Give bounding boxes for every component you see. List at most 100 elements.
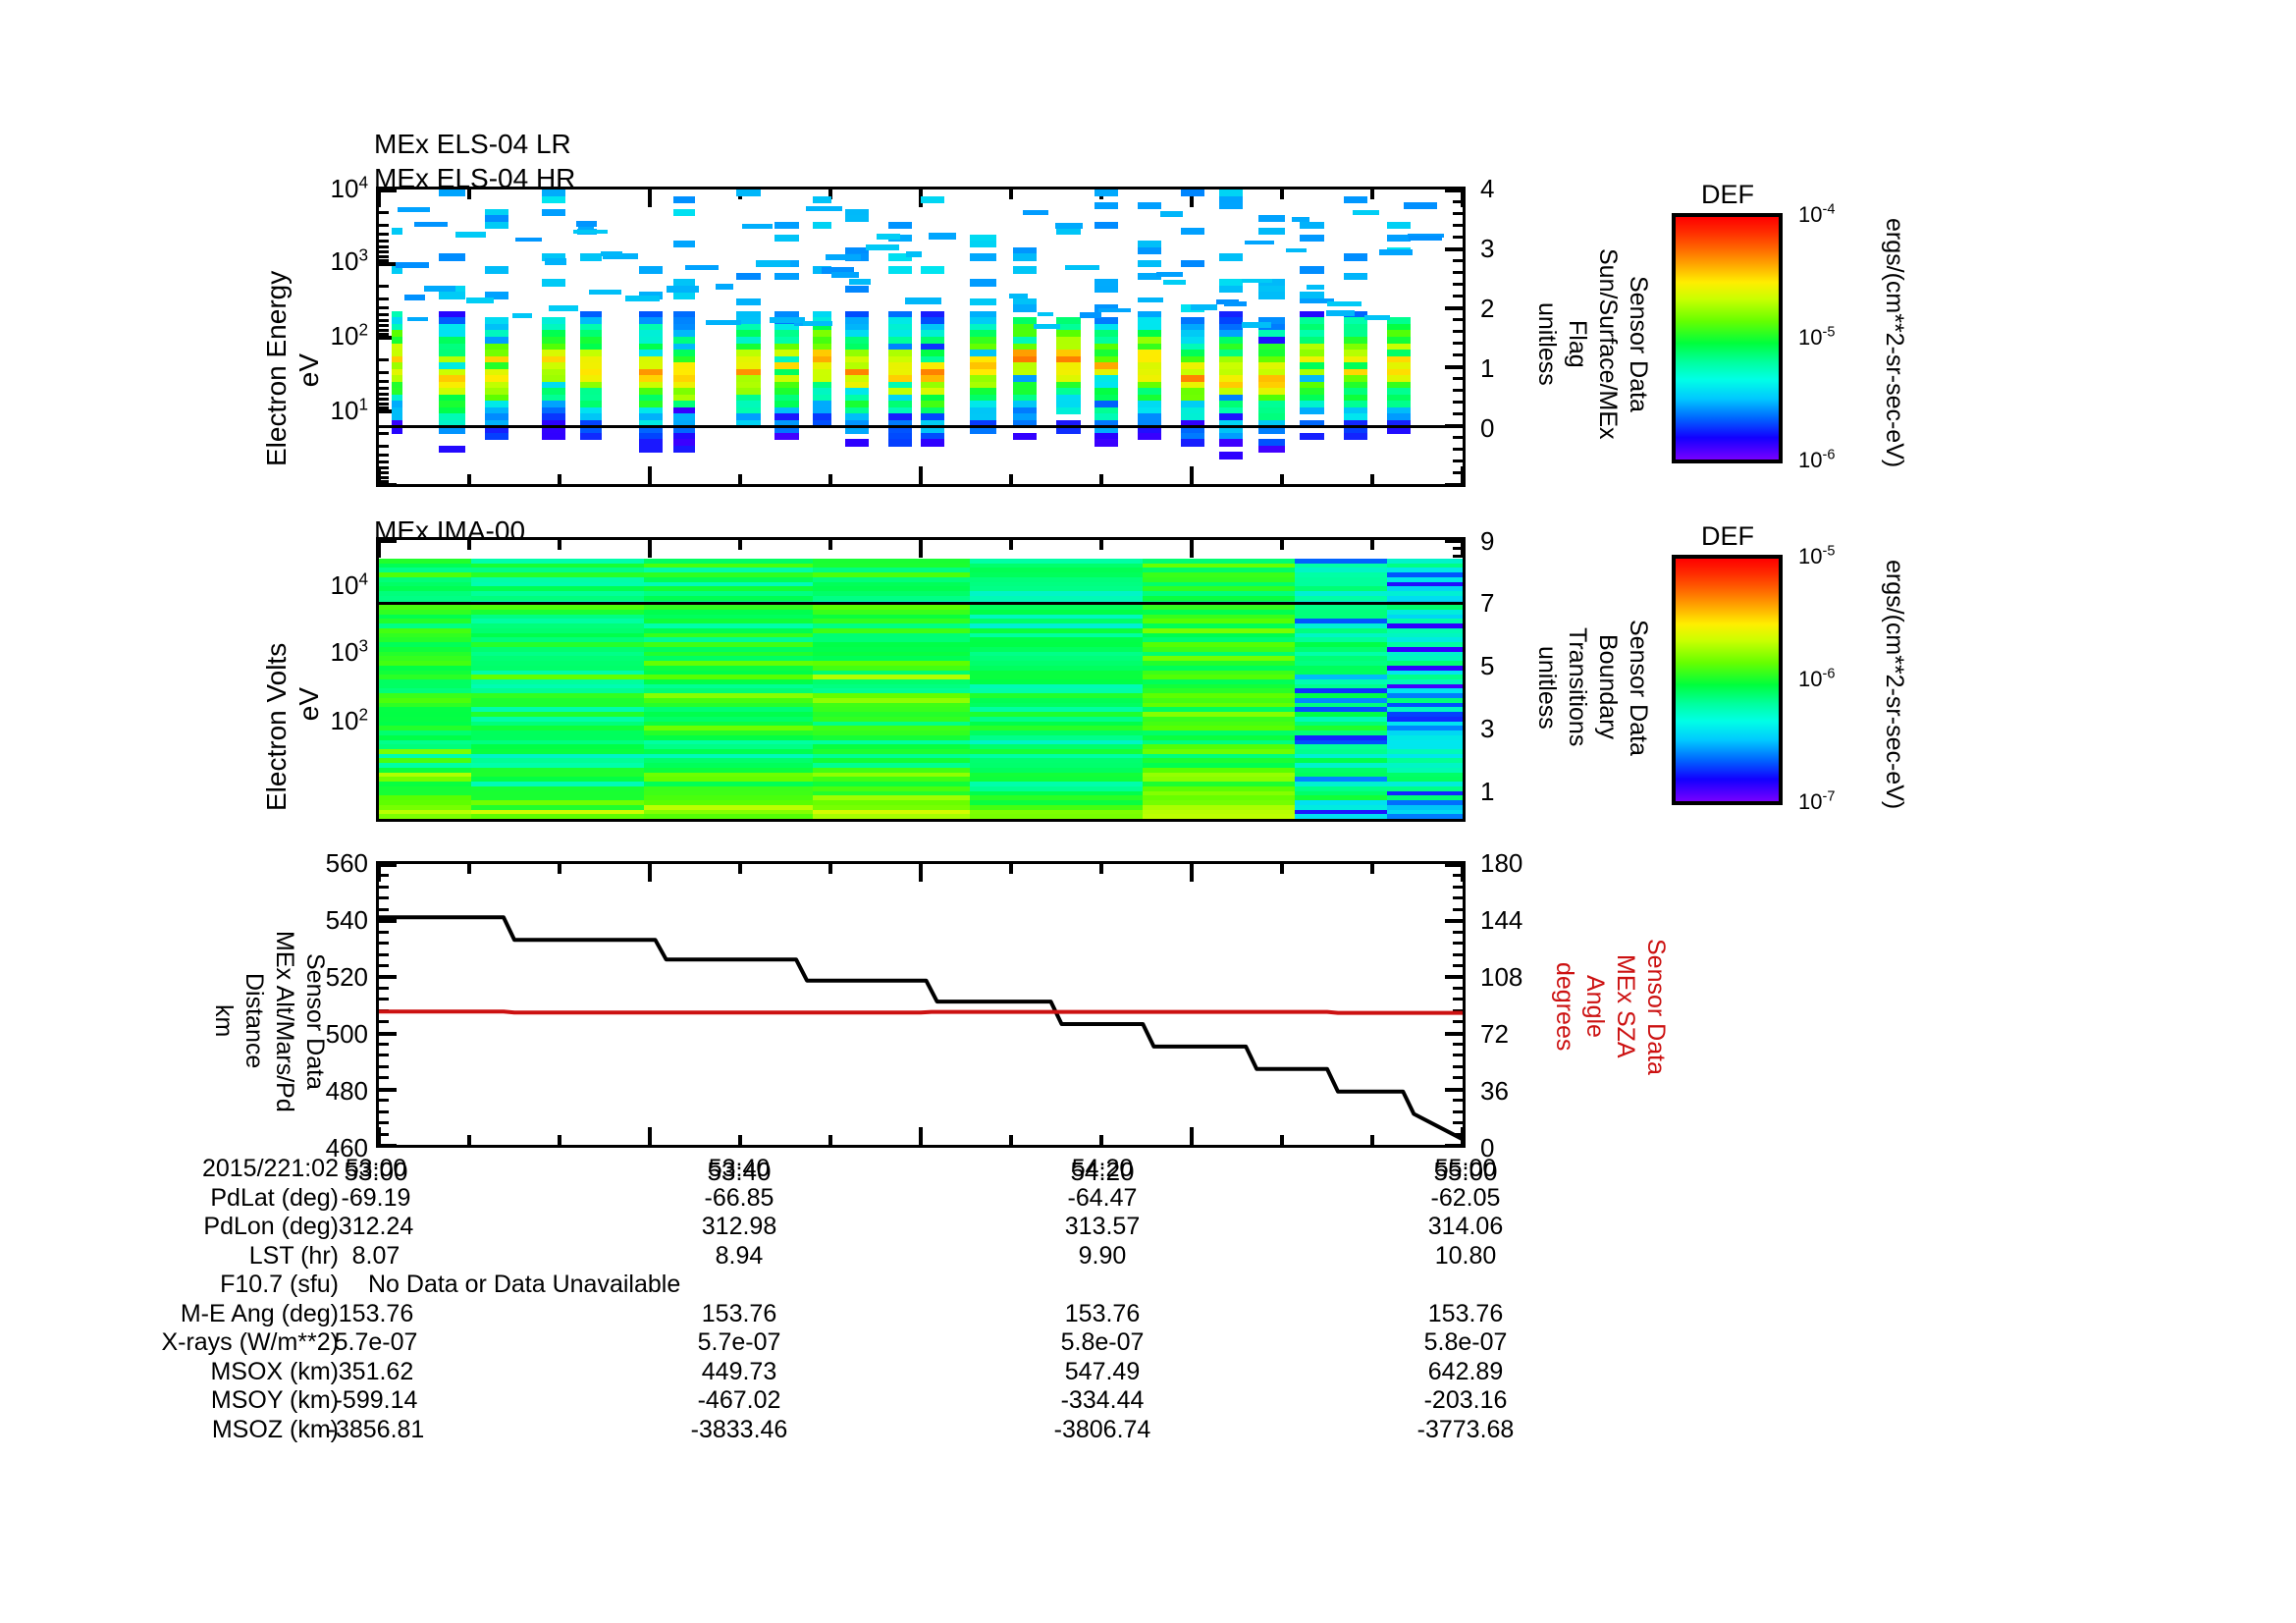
spectrogram-column xyxy=(470,540,646,819)
spectrogram-cell xyxy=(969,619,1145,625)
spectrogram-cell xyxy=(1218,426,1243,434)
spectrogram-cell xyxy=(1143,651,1296,658)
spectrogram-cell xyxy=(969,772,1145,779)
panel2-spectrogram[interactable] xyxy=(376,537,1466,822)
spectrogram-cell xyxy=(580,432,603,441)
spectrogram-cell xyxy=(812,610,971,616)
spectrogram-cell xyxy=(1218,350,1243,357)
axis-tick xyxy=(1453,986,1463,990)
panel2-rtick-1: 1 xyxy=(1480,777,1495,806)
spectrogram-cell xyxy=(1137,432,1162,441)
spectrogram-cell xyxy=(1386,337,1411,345)
panel1-yunit: eV xyxy=(294,353,325,387)
spectrogram-cell xyxy=(1294,568,1388,574)
spectrogram-cell xyxy=(1386,605,1463,611)
spectrogram-cell xyxy=(644,637,814,644)
spectrogram-cell xyxy=(736,343,761,351)
spectrogram-cell xyxy=(1343,401,1367,408)
spectrogram-cell xyxy=(1386,413,1411,421)
spectrogram-cell xyxy=(969,362,997,370)
spectrogram-cell xyxy=(1137,310,1162,319)
spectrogram-cell xyxy=(1143,558,1296,565)
spectrogram-cell xyxy=(1180,228,1205,236)
spectrogram-cell xyxy=(580,368,603,376)
spectrogram-cell xyxy=(1343,381,1367,389)
spectrogram-cell xyxy=(1300,388,1324,396)
panel1-spectrogram[interactable] xyxy=(376,187,1466,487)
axis-tick xyxy=(379,306,389,310)
axis-tick xyxy=(379,460,389,464)
spectrogram-cell xyxy=(1180,426,1205,434)
panel3-ylabel-right: Sensor Data MEx SZA Angle degrees xyxy=(1551,938,1670,1075)
spectrogram-column xyxy=(392,189,403,484)
spectrogram-cell xyxy=(470,595,646,602)
spectrogram-cell xyxy=(644,782,814,787)
spectrogram-cell xyxy=(969,279,997,287)
spectrogram-cell xyxy=(1137,401,1162,408)
spectrogram-cell xyxy=(470,619,646,625)
panel2-ytick-4: 104 xyxy=(330,568,368,600)
axis-tick xyxy=(1190,189,1194,207)
spectrogram-cell xyxy=(1294,623,1388,629)
spectrogram-cell xyxy=(392,368,403,376)
spectrogram-cell xyxy=(379,670,472,676)
axis-tick xyxy=(1453,330,1463,333)
spectrogram-cell xyxy=(1143,693,1296,699)
spectrogram-cell xyxy=(1294,712,1388,718)
axis-tick xyxy=(379,907,389,911)
spectrogram-cell xyxy=(470,800,646,806)
spectrogram-cell xyxy=(644,721,814,728)
spectrogram-cell xyxy=(1386,568,1463,574)
spectrogram-cell xyxy=(736,272,761,281)
spectrogram-cell xyxy=(673,439,696,447)
spectrogram-cell xyxy=(379,586,472,592)
xtick-2: 54:20 xyxy=(1070,1157,1135,1186)
spectrogram-cell xyxy=(644,777,814,784)
spectrogram-cell xyxy=(379,697,472,704)
spectrogram-column xyxy=(1012,189,1038,484)
spectrogram-cell xyxy=(638,337,664,345)
panel1-rtick-3: 3 xyxy=(1480,234,1495,263)
spectrogram-cell xyxy=(379,712,472,718)
axis-tick xyxy=(1370,540,1374,550)
spectrogram-cell xyxy=(470,656,646,662)
spectrogram-cell xyxy=(644,753,814,760)
spectrogram-cell xyxy=(736,337,761,345)
spectrogram-cell xyxy=(1300,381,1324,389)
spectrogram-cell xyxy=(969,605,1145,611)
spectrogram-cell xyxy=(1294,702,1388,709)
spectrogram-cell xyxy=(812,767,971,774)
spectrogram-cell xyxy=(485,292,509,299)
spectrogram-cell xyxy=(580,406,603,415)
xtick-1: 53:40 xyxy=(707,1157,772,1186)
spectrogram-cell xyxy=(392,394,403,402)
spectrogram-cell xyxy=(969,804,1145,811)
spectrogram-cell xyxy=(1022,210,1048,215)
colorbar2-title: DEF xyxy=(1701,521,1754,551)
spectrogram-cell xyxy=(1404,201,1438,209)
spectrogram-cell xyxy=(1143,679,1296,685)
spectrogram-cell xyxy=(1137,368,1162,376)
spectrogram-cell xyxy=(812,702,971,709)
spectrogram-column xyxy=(1343,189,1367,484)
spectrogram-cell xyxy=(844,426,869,434)
footer-cell-value: -467.02 xyxy=(697,1386,781,1414)
spectrogram-cell xyxy=(812,323,832,332)
spectrogram-cell xyxy=(887,330,913,338)
axis-tick xyxy=(467,474,471,484)
spectrogram-cell xyxy=(1055,223,1083,230)
spectrogram-cell xyxy=(1343,195,1367,203)
spectrogram-cell xyxy=(921,350,945,357)
spectrogram-cell xyxy=(644,790,814,797)
spectrogram-cell xyxy=(1386,362,1411,370)
spectrogram-cell xyxy=(1326,309,1355,316)
spectrogram-cell xyxy=(470,782,646,787)
panel3-line-plot[interactable] xyxy=(376,861,1466,1148)
panel1-ylabel: Electron Energy xyxy=(260,245,294,491)
spectrogram-cell xyxy=(485,350,509,357)
spectrogram-cell xyxy=(969,610,1145,616)
spectrogram-cell xyxy=(1218,368,1243,376)
panel3-ytick-460: 460 xyxy=(325,1133,368,1163)
axis-tick xyxy=(379,475,389,479)
axis-tick xyxy=(919,1127,923,1145)
